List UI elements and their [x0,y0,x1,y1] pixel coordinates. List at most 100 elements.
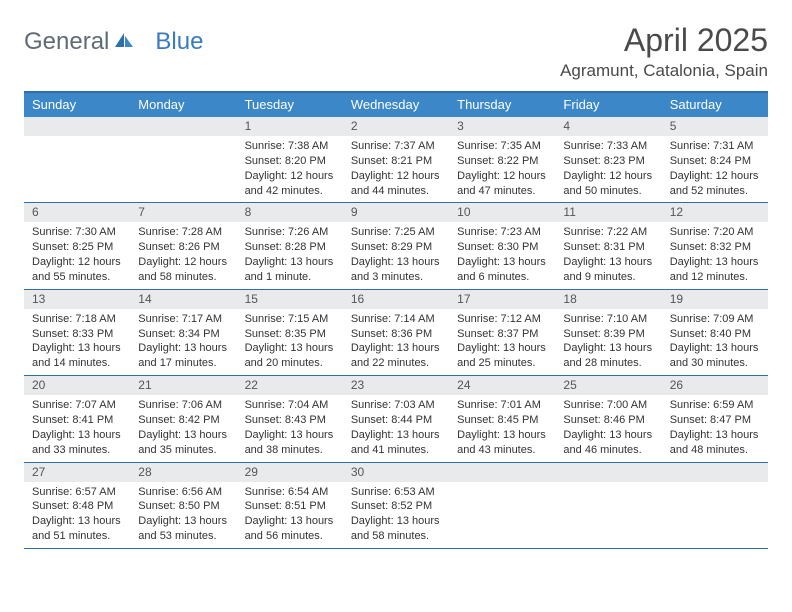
day-header: Tuesday [237,93,343,117]
calendar-cell: 10Sunrise: 7:23 AMSunset: 8:30 PMDayligh… [449,203,555,288]
cell-date: 10 [449,203,555,222]
cell-sunrise: Sunrise: 7:07 AM [32,398,122,413]
cell-daylight: Daylight: 13 hours and 12 minutes. [670,255,760,285]
cell-sunset: Sunset: 8:47 PM [670,413,760,428]
cell-body: Sunrise: 7:28 AMSunset: 8:26 PMDaylight:… [130,222,236,288]
cell-sunset: Sunset: 8:32 PM [670,240,760,255]
cell-sunset: Sunset: 8:52 PM [351,499,441,514]
cell-sunrise: Sunrise: 6:56 AM [138,485,228,500]
cell-daylight: Daylight: 13 hours and 35 minutes. [138,428,228,458]
cell-daylight: Daylight: 12 hours and 50 minutes. [563,169,653,199]
cell-sunset: Sunset: 8:30 PM [457,240,547,255]
cell-date: 1 [237,117,343,136]
cell-date [449,463,555,482]
cell-body: Sunrise: 6:57 AMSunset: 8:48 PMDaylight:… [24,482,130,548]
cell-daylight: Daylight: 12 hours and 55 minutes. [32,255,122,285]
logo-text-blue: Blue [155,28,203,56]
cell-body: Sunrise: 7:00 AMSunset: 8:46 PMDaylight:… [555,395,661,461]
week-row: 27Sunrise: 6:57 AMSunset: 8:48 PMDayligh… [24,463,768,549]
calendar-cell: 8Sunrise: 7:26 AMSunset: 8:28 PMDaylight… [237,203,343,288]
calendar-cell: 27Sunrise: 6:57 AMSunset: 8:48 PMDayligh… [24,463,130,548]
calendar-cell: 20 Sunrise: 7:07 AMSunset: 8:41 PMDayligh… [24,376,130,461]
cell-sunrise: Sunrise: 7:38 AM [245,139,335,154]
cell-sunrise: Sunrise: 7:37 AM [351,139,441,154]
cell-body: Sunrise: 7:38 AMSunset: 8:20 PMDaylight:… [237,136,343,202]
calendar-cell: 19Sunrise: 7:09 AMSunset: 8:40 PMDayligh… [662,290,768,375]
cell-sunset: Sunset: 8:42 PM [138,413,228,428]
cell-body: Sunrise: 7:17 AMSunset: 8:34 PMDaylight:… [130,309,236,375]
cell-date: 5 [662,117,768,136]
calendar-cell: 22Sunrise: 7:04 AMSunset: 8:43 PMDayligh… [237,376,343,461]
cell-date: 27 [24,463,130,482]
cell-sunset: Sunset: 8:22 PM [457,154,547,169]
calendar-cell: 1Sunrise: 7:38 AMSunset: 8:20 PMDaylight… [237,117,343,202]
cell-body: Sunrise: 7:09 AMSunset: 8:40 PMDaylight:… [662,309,768,375]
calendar-cell: 25Sunrise: 7:00 AMSunset: 8:46 PMDayligh… [555,376,661,461]
cell-sunrise: Sunrise: 7:33 AM [563,139,653,154]
day-header: Wednesday [343,93,449,117]
cell-sunset: Sunset: 8:41 PM [32,413,122,428]
day-header: Thursday [449,93,555,117]
cell-date: 20 [24,376,130,395]
cell-sunrise: Sunrise: 7:25 AM [351,225,441,240]
calendar-cell: 12Sunrise: 7:20 AMSunset: 8:32 PMDayligh… [662,203,768,288]
cell-body: Sunrise: 7:14 AMSunset: 8:36 PMDaylight:… [343,309,449,375]
cell-sunset: Sunset: 8:26 PM [138,240,228,255]
cell-body: Sunrise: 7:15 AMSunset: 8:35 PMDaylight:… [237,309,343,375]
cell-sunset: Sunset: 8:35 PM [245,327,335,342]
calendar-cell: 16Sunrise: 7:14 AMSunset: 8:36 PMDayligh… [343,290,449,375]
cell-body: Sunrise: 7:37 AMSunset: 8:21 PMDaylight:… [343,136,449,202]
calendar-cell: 9Sunrise: 7:25 AMSunset: 8:29 PMDaylight… [343,203,449,288]
day-headers-row: SundayMondayTuesdayWednesdayThursdayFrid… [24,93,768,117]
cell-body [662,482,768,489]
cell-sunset: Sunset: 8:23 PM [563,154,653,169]
cell-daylight: Daylight: 13 hours and 46 minutes. [563,428,653,458]
calendar-cell [130,117,236,202]
cell-date: 2 [343,117,449,136]
cell-sunrise: Sunrise: 7:01 AM [457,398,547,413]
cell-body: Sunrise: 7:26 AMSunset: 8:28 PMDaylight:… [237,222,343,288]
cell-daylight: Daylight: 13 hours and 58 minutes. [351,514,441,544]
cell-daylight: Daylight: 13 hours and 1 minute. [245,255,335,285]
cell-body: Sunrise: 7:35 AMSunset: 8:22 PMDaylight:… [449,136,555,202]
cell-date [130,117,236,136]
calendar-cell: 3Sunrise: 7:35 AMSunset: 8:22 PMDaylight… [449,117,555,202]
cell-sunset: Sunset: 8:20 PM [245,154,335,169]
cell-body: Sunrise: 7:04 AMSunset: 8:43 PMDaylight:… [237,395,343,461]
cell-date: 29 [237,463,343,482]
calendar-cell: 11Sunrise: 7:22 AMSunset: 8:31 PMDayligh… [555,203,661,288]
title-block: April 2025 Agramunt, Catalonia, Spain [560,22,768,81]
calendar-cell: 7Sunrise: 7:28 AMSunset: 8:26 PMDaylight… [130,203,236,288]
week-row: 6Sunrise: 7:30 AMSunset: 8:25 PMDaylight… [24,203,768,289]
cell-body [130,136,236,143]
cell-sunrise: Sunrise: 7:30 AM [32,225,122,240]
cell-daylight: Daylight: 13 hours and 25 minutes. [457,341,547,371]
cell-date: 13 [24,290,130,309]
cell-date: 19 [662,290,768,309]
cell-date: 26 [662,376,768,395]
day-header: Saturday [662,93,768,117]
cell-daylight: Daylight: 13 hours and 41 minutes. [351,428,441,458]
cell-sunrise: Sunrise: 7:03 AM [351,398,441,413]
cell-daylight: Daylight: 13 hours and 33 minutes. [32,428,122,458]
cell-sunset: Sunset: 8:28 PM [245,240,335,255]
cell-body: Sunrise: 7:22 AMSunset: 8:31 PMDaylight:… [555,222,661,288]
cell-sunrise: Sunrise: 7:22 AM [563,225,653,240]
day-header: Friday [555,93,661,117]
cell-daylight: Daylight: 12 hours and 52 minutes. [670,169,760,199]
cell-body: Sunrise: 6:56 AMSunset: 8:50 PMDaylight:… [130,482,236,548]
cell-body: Sunrise: 7:30 AMSunset: 8:25 PMDaylight:… [24,222,130,288]
cell-body: Sunrise: 7:01 AMSunset: 8:45 PMDaylight:… [449,395,555,461]
day-header: Sunday [24,93,130,117]
cell-date: 23 [343,376,449,395]
cell-sunrise: Sunrise: 7:17 AM [138,312,228,327]
cell-daylight: Daylight: 13 hours and 22 minutes. [351,341,441,371]
cell-daylight: Daylight: 13 hours and 51 minutes. [32,514,122,544]
cell-daylight: Daylight: 13 hours and 3 minutes. [351,255,441,285]
cell-body [24,136,130,143]
cell-sunrise: Sunrise: 7:15 AM [245,312,335,327]
cell-body: Sunrise: 7:33 AMSunset: 8:23 PMDaylight:… [555,136,661,202]
cell-body: Sunrise: 7:10 AMSunset: 8:39 PMDaylight:… [555,309,661,375]
cell-sunrise: Sunrise: 7:20 AM [670,225,760,240]
calendar-cell: 5Sunrise: 7:31 AMSunset: 8:24 PMDaylight… [662,117,768,202]
